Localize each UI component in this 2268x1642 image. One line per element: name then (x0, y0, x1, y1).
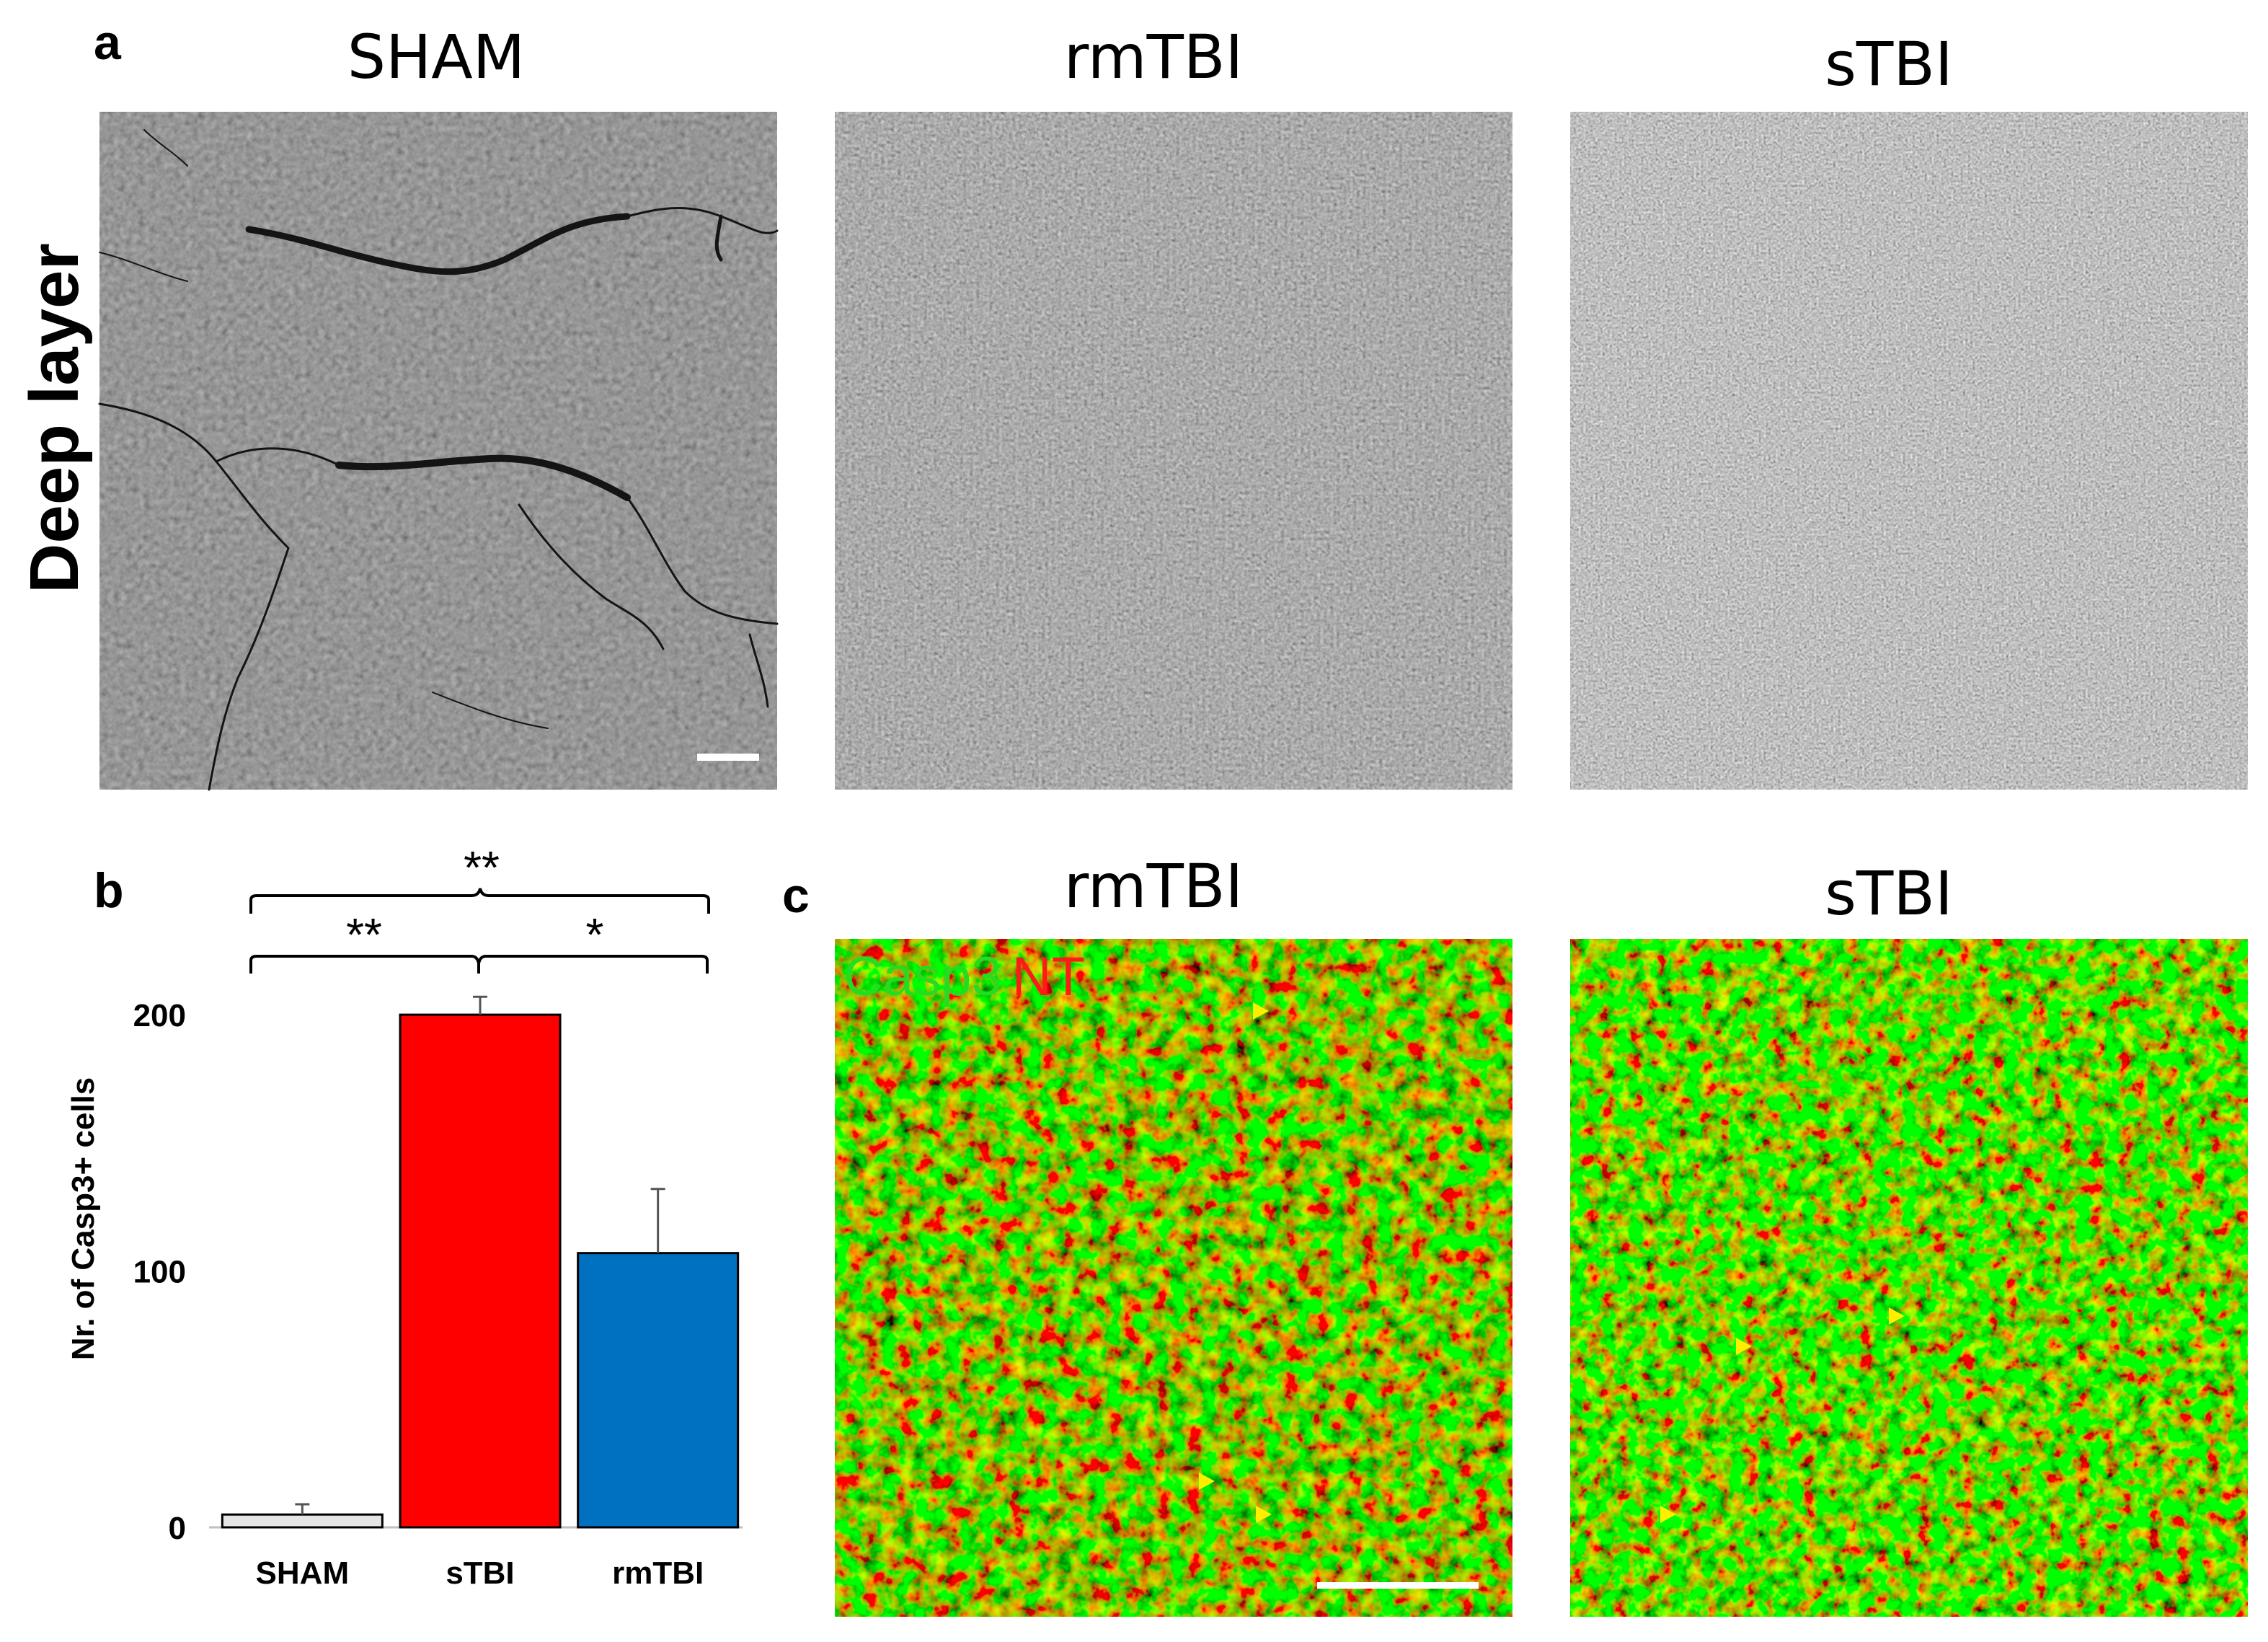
arrowhead-icon (1736, 1338, 1752, 1355)
x-tick-stbi: sTBI (446, 1555, 514, 1591)
arrowhead-icon (1199, 1473, 1215, 1490)
panel-a-title-stbi: sTBI (1825, 29, 1952, 100)
x-tick-sham: SHAM (256, 1555, 350, 1591)
chart-y-axis-label: Nr. of Casp3+ cells (66, 1077, 101, 1361)
bar-sham (221, 1513, 384, 1529)
chart-x-ticks: SHAM sTBI rmTBI (256, 1555, 704, 1591)
panel-c-letter: c (782, 868, 810, 923)
blood-vessels (98, 129, 779, 791)
panel-a-letter: a (94, 15, 122, 70)
arrowhead-icon (1253, 1002, 1269, 1020)
bracket-left (249, 955, 480, 974)
chart-bars (221, 1013, 740, 1529)
bracket-outer (249, 888, 710, 914)
arrowheads (1199, 1002, 1272, 1523)
panel-b-letter: b (94, 863, 124, 918)
y-tick-100: 100 (133, 1255, 186, 1290)
micrograph-rmtbi (835, 112, 1512, 790)
panel-c-title-stbi: sTBI (1825, 858, 1952, 929)
x-tick-rmtbi: rmTBI (612, 1555, 704, 1591)
chart-y-ticks: 0 100 200 (133, 998, 186, 1546)
fluorescence-rmtbi: Casp3 NT (835, 939, 1512, 1617)
bracket-right (477, 955, 709, 974)
y-tick-0: 0 (169, 1511, 186, 1546)
y-tick-200: 200 (133, 998, 186, 1033)
arrowhead-icon (1660, 1506, 1676, 1523)
micrograph-stbi (1570, 112, 2248, 790)
panel-c-title-rmtbi: rmTBI (1064, 851, 1244, 922)
significance-brackets (249, 888, 710, 974)
bar-stbi (399, 1013, 562, 1529)
significance-right: * (586, 909, 604, 961)
bar-chart: 0 100 200 SHAM sTBI rmTBI Nr. of Casp3+ cell… (66, 995, 743, 1591)
stain-legend: Casp3 NT (843, 946, 1085, 1007)
scale-bar (697, 754, 759, 761)
micrograph-sham (98, 112, 779, 791)
stain-nt: NT (1012, 946, 1085, 1007)
bar-rmtbi (577, 1252, 740, 1529)
significance-outer: ** (464, 842, 500, 893)
scale-bar (1317, 1582, 1479, 1589)
panel-a-title-rmtbi: rmTBI (1064, 22, 1244, 92)
chart-error-bars (295, 995, 665, 1515)
significance-left: ** (346, 909, 382, 961)
arrowheads (1660, 1307, 1905, 1523)
arrowhead-icon (1889, 1307, 1905, 1325)
arrowhead-icon (1256, 1506, 1272, 1523)
row-label-deep-layer: Deep layer (16, 243, 93, 593)
fluorescence-stbi (1570, 939, 2248, 1617)
panel-a-title-sham: SHAM (347, 22, 525, 92)
stain-casp3: Casp3 (843, 946, 1002, 1007)
